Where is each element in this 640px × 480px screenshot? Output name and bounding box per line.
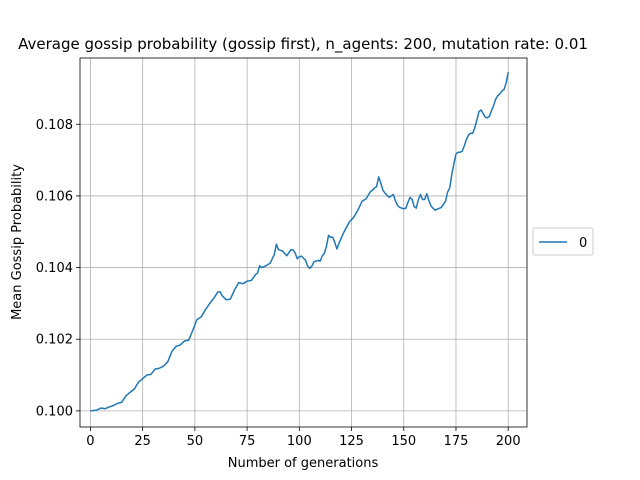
x-tick-label: 75 <box>239 434 256 449</box>
legend-label-0: 0 <box>579 236 587 251</box>
x-tick-label: 0 <box>86 434 94 449</box>
y-axis-label: Mean Gossip Probability <box>10 164 25 320</box>
chart-title: Average gossip probability (gossip first… <box>18 35 588 54</box>
x-axis-ticks: 0 25 50 75 100 125 150 175 200 <box>86 427 521 449</box>
axes-frame <box>79 57 528 428</box>
x-tick-label: 100 <box>287 434 312 449</box>
x-tick-label: 175 <box>444 434 469 449</box>
x-tick-label: 50 <box>187 434 204 449</box>
gridlines <box>80 58 527 427</box>
plot-area <box>90 72 509 412</box>
y-tick-label: 0.102 <box>36 333 73 348</box>
y-tick-label: 0.100 <box>36 404 73 419</box>
x-tick-label: 125 <box>339 434 364 449</box>
y-tick-label: 0.108 <box>36 118 73 133</box>
x-tick-label: 25 <box>134 434 151 449</box>
x-axis-label: Number of generations <box>228 456 379 471</box>
y-tick-label: 0.104 <box>36 261 73 276</box>
y-axis-ticks: 0.100 0.102 0.104 0.106 0.108 <box>36 118 80 419</box>
x-tick-label: 150 <box>391 434 416 449</box>
legend: 0 <box>532 227 594 256</box>
y-tick-label: 0.106 <box>36 189 73 204</box>
x-tick-label: 200 <box>496 434 521 449</box>
series-line-0 <box>90 72 509 412</box>
